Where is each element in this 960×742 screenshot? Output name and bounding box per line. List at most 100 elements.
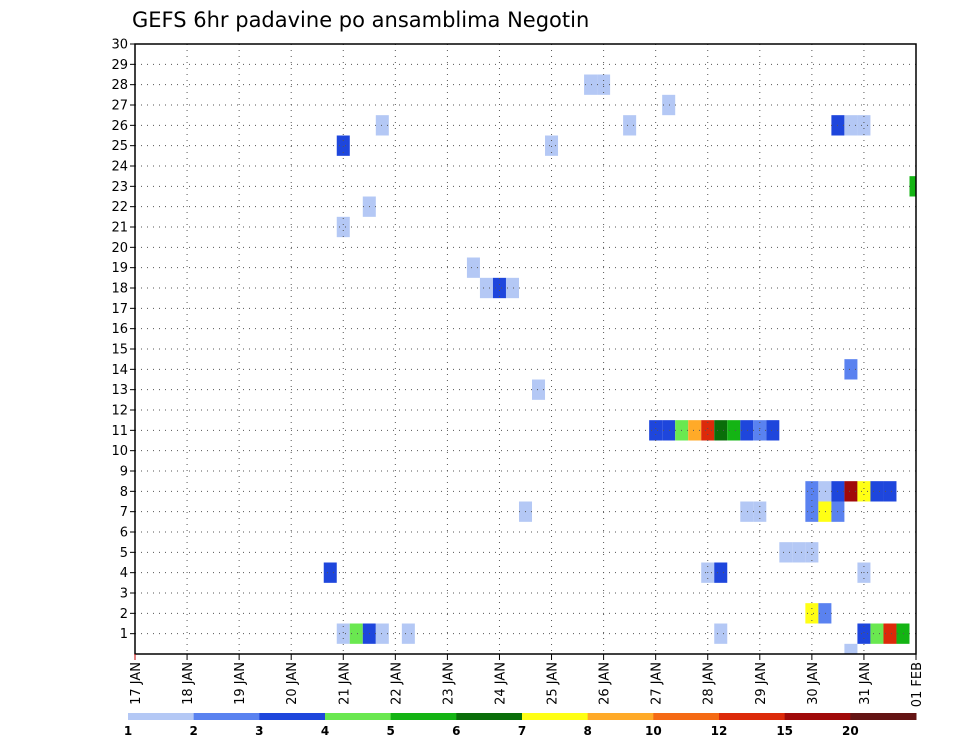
- y-tick-label: 12: [111, 404, 128, 419]
- y-tick-label: 6: [120, 526, 128, 541]
- heatmap-cell: [883, 623, 897, 644]
- y-tick-label: 26: [111, 119, 128, 134]
- heatmap-cell: [740, 420, 754, 441]
- colorbar-label: 1: [124, 724, 132, 738]
- heatmap-cell: [883, 481, 897, 502]
- y-tick-label: 29: [111, 58, 128, 73]
- colorbar-label: 15: [776, 724, 793, 738]
- y-tick-label: 17: [111, 302, 128, 317]
- colorbar-segment: [128, 713, 195, 720]
- heatmap-cell: [545, 135, 559, 156]
- x-tick-label: 24 JAN: [493, 662, 508, 705]
- y-tick-label: 15: [111, 343, 128, 358]
- y-tick-label: 22: [111, 200, 128, 215]
- y-tick-label: 13: [111, 383, 128, 398]
- heatmap-cell: [727, 420, 741, 441]
- heatmap-cell: [805, 603, 819, 624]
- y-tick-label: 25: [111, 139, 128, 154]
- x-tick-label: 17 JAN: [129, 662, 144, 705]
- colorbar-segment: [719, 713, 786, 720]
- x-tick-label: 18 JAN: [181, 662, 196, 705]
- colorbar-segment: [653, 713, 720, 720]
- x-axis: 17 JAN 18 JAN 19 JAN 20 JAN 21 JAN 22 JAN 23 J…: [129, 654, 925, 707]
- x-tick-label: 31 JAN: [858, 662, 873, 705]
- x-tick-label: 20 JAN: [285, 662, 300, 705]
- heatmap-cell: [714, 623, 728, 644]
- heatmap-cell: [870, 623, 884, 644]
- heatmap-cell: [818, 603, 832, 624]
- heatmap-cell: [688, 420, 702, 441]
- colorbar-label: 3: [255, 724, 263, 738]
- y-tick-label: 9: [120, 465, 128, 480]
- heatmap-cell: [505, 277, 519, 299]
- heatmap-cell: [466, 257, 480, 278]
- y-tick-label: 27: [111, 99, 128, 114]
- heatmap-cell: [844, 643, 858, 654]
- y-tick-label: 10: [111, 444, 128, 459]
- y-axis: 1234567891011121314151617181920212223242…: [111, 38, 135, 642]
- colorbar-label: 5: [386, 724, 394, 738]
- x-tick-label: 30 JAN: [806, 662, 821, 705]
- heatmap-cell: [909, 176, 916, 197]
- y-tick-label: 18: [111, 282, 128, 297]
- y-tick-label: 16: [111, 322, 128, 337]
- heatmap-cell: [323, 562, 337, 583]
- x-tick-label: 22 JAN: [389, 662, 404, 705]
- y-tick-label: 28: [111, 78, 128, 93]
- heatmap-cell: [805, 501, 819, 522]
- heatmap-cell: [818, 501, 832, 522]
- y-tick-label: 14: [111, 363, 128, 378]
- heatmap-cell: [492, 277, 506, 299]
- heatmap-cells: [323, 74, 916, 654]
- heatmap-cell: [336, 135, 350, 156]
- heatmap-cell: [896, 623, 910, 644]
- heatmap-cell: [375, 623, 389, 644]
- heatmap-cell: [857, 481, 871, 502]
- x-tick-label: 21 JAN: [337, 662, 352, 705]
- y-tick-label: 19: [111, 261, 128, 276]
- colorbar-segment: [325, 713, 392, 720]
- x-tick-label: 19 JAN: [233, 662, 248, 705]
- heatmap-cell: [714, 562, 728, 583]
- y-tick-label: 20: [111, 241, 128, 256]
- heatmap-cell: [714, 420, 728, 441]
- colorbar-label: 12: [711, 724, 728, 738]
- colorbar-segment: [456, 713, 523, 720]
- heatmap-cell: [532, 379, 546, 400]
- heatmap-cell: [349, 623, 363, 644]
- colorbar-segment: [390, 713, 457, 720]
- y-tick-label: 7: [120, 505, 128, 520]
- heatmap-cell: [818, 481, 832, 502]
- heatmap-cell: [401, 623, 415, 644]
- colorbar-segment: [850, 713, 917, 720]
- heatmap-cell: [375, 115, 389, 136]
- heatmap-cell: [662, 420, 676, 441]
- y-tick-label: 11: [111, 424, 128, 439]
- heatmap-cell: [649, 420, 663, 441]
- chart-title: GEFS 6hr padavine po ansamblima Negotin: [132, 8, 589, 32]
- heatmap-cell: [844, 359, 858, 380]
- colorbar-label: 10: [645, 724, 662, 738]
- colorbar-segment: [784, 713, 851, 720]
- grid-lines: [135, 44, 916, 654]
- y-tick-label: 3: [120, 587, 128, 602]
- heatmap-cell: [584, 74, 598, 95]
- heatmap-cell: [740, 501, 754, 522]
- x-tick-label: 26 JAN: [598, 662, 613, 705]
- x-tick-label: 23 JAN: [441, 662, 456, 705]
- y-tick-label: 8: [120, 485, 128, 500]
- x-tick-label: 29 JAN: [754, 662, 769, 705]
- colorbar-segment: [522, 713, 589, 720]
- heatmap-cell: [623, 115, 637, 136]
- y-tick-label: 1: [120, 627, 128, 642]
- y-tick-label: 5: [120, 546, 128, 561]
- colorbar-label: 4: [321, 724, 329, 738]
- heatmap-cell: [857, 115, 871, 136]
- x-tick-label: 27 JAN: [650, 662, 665, 705]
- heatmap-cell: [792, 542, 806, 563]
- heatmap-cell: [844, 115, 858, 136]
- heatmap-cell: [805, 542, 819, 563]
- heatmap-cell: [766, 420, 780, 441]
- x-tick-label: 01 FEB: [910, 662, 925, 707]
